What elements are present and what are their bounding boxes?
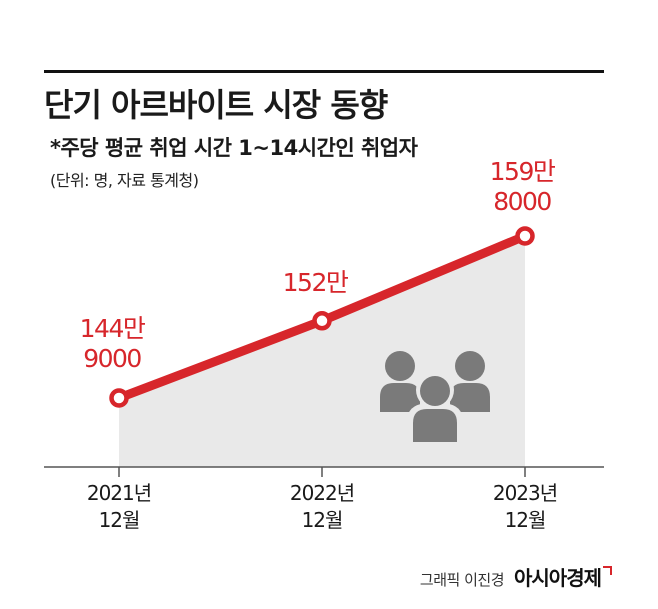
chart-subtitle: *주당 평균 취업 시간 1~14시간인 취업자 <box>50 136 418 160</box>
credit-brand-name: 아시아경제 <box>514 566 602 590</box>
data-label: 152만 <box>283 268 349 297</box>
credit-brand: 아시아경제 <box>514 562 612 591</box>
chart-title: 단기 아르바이트 시장 동향 <box>44 86 388 124</box>
data-point <box>515 226 535 246</box>
credit: 그래픽 이진경 아시아경제 <box>420 562 612 591</box>
data-point <box>109 388 129 408</box>
brand-mark-icon <box>603 566 612 575</box>
x-tick-label: 2021년 12월 <box>87 481 151 532</box>
top-rule <box>44 70 604 73</box>
people-group-icon <box>380 351 490 446</box>
x-tick-label: 2022년 12월 <box>290 481 354 532</box>
data-label: 159만 8000 <box>490 157 556 216</box>
unit-note: (단위: 명, 자료 통계청) <box>50 171 199 190</box>
data-point <box>312 311 332 331</box>
x-tick-label: 2023년 12월 <box>493 481 557 532</box>
data-label: 144만 9000 <box>80 314 146 373</box>
credit-author: 그래픽 이진경 <box>419 571 505 589</box>
